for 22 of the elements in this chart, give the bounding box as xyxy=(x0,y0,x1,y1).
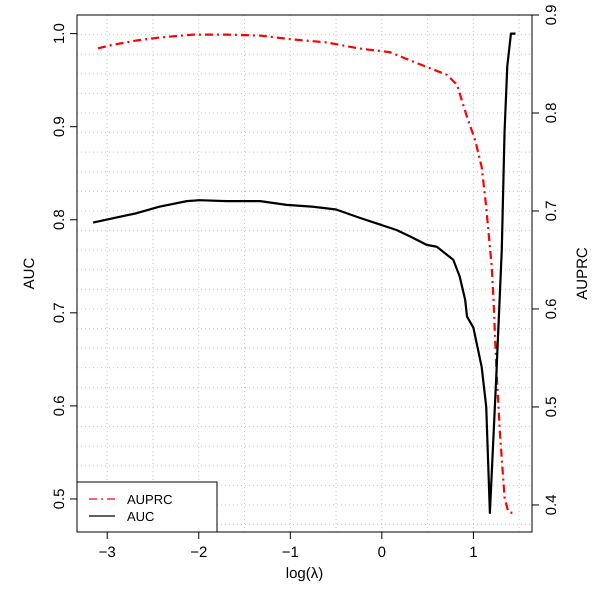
y2-tick-label: 0.5 xyxy=(543,396,560,418)
y2-tick-label: 0.8 xyxy=(543,102,560,124)
y2-tick-label: 0.9 xyxy=(543,4,560,26)
y-tick-label: 0.6 xyxy=(51,395,68,416)
y2-tick-label: 0.4 xyxy=(543,494,560,516)
y-tick-label: 0.5 xyxy=(51,488,68,510)
y-tick-label: 1.0 xyxy=(51,23,68,44)
legend-label: AUC xyxy=(127,509,154,524)
y2-axis-title: AUPRC xyxy=(574,247,591,300)
x-tick-label: 0 xyxy=(378,544,386,561)
x-tick-label: −1 xyxy=(282,544,299,561)
y2-tick-label: 0.7 xyxy=(543,200,560,222)
y2-tick-label: 0.6 xyxy=(543,298,560,320)
legend-label: AUPRC xyxy=(127,492,173,507)
y-tick-label: 0.8 xyxy=(51,209,68,230)
y-axis-title: AUC xyxy=(21,258,38,290)
x-axis-title: log(λ) xyxy=(286,565,324,582)
y-tick-label: 0.7 xyxy=(51,302,68,324)
x-tick-label: −3 xyxy=(98,544,116,561)
x-tick-label: −2 xyxy=(190,544,208,561)
y-tick-label: 0.9 xyxy=(51,116,68,138)
x-tick-label: 1 xyxy=(469,544,478,561)
